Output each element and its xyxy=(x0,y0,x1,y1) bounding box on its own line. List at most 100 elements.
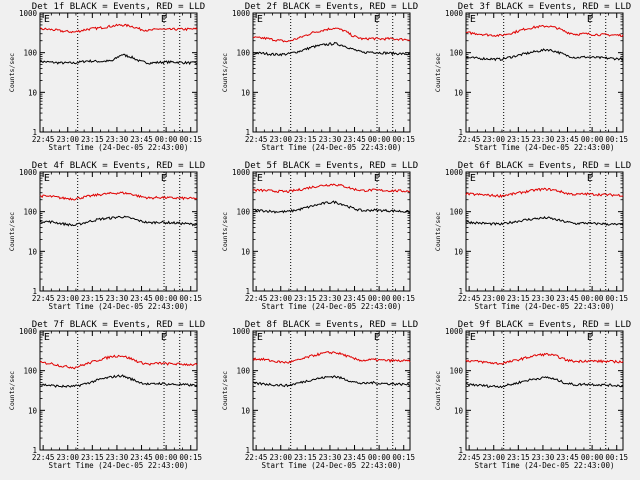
x-tick-label: 23:15 xyxy=(294,135,317,144)
e-marker: E xyxy=(470,332,476,343)
y-tick-label: 10 xyxy=(241,406,251,415)
panel-2: Det 2f BLACK = Events, RED = LLD 1 10 100 10… xyxy=(221,2,418,152)
x-tick-label: 00:00 xyxy=(581,453,604,462)
series-events-line xyxy=(465,376,624,389)
plot-frame xyxy=(465,12,624,133)
panel-7: Det 7f BLACK = Events, RED = LLD 1 10 100 10… xyxy=(8,320,205,470)
y-axis-label: Counts/sec xyxy=(434,212,442,251)
series-lld-line xyxy=(465,352,624,366)
series-lld-line xyxy=(39,354,198,370)
x-tick-label: 23:15 xyxy=(294,294,317,303)
y-tick-label: 100 xyxy=(23,208,37,217)
x-tick-label: 23:30 xyxy=(532,135,555,144)
x-tick-label: 23:45 xyxy=(343,294,366,303)
x-tick-label: 00:15 xyxy=(605,135,628,144)
panel-title: Det 7f BLACK = Events, RED = LLD xyxy=(32,320,205,330)
x-tick-label: 23:45 xyxy=(556,135,579,144)
y-tick-label: 1 xyxy=(245,287,250,296)
e-marker: E xyxy=(587,173,593,184)
x-tick-label: 23:00 xyxy=(56,135,79,144)
series-events-line xyxy=(253,375,411,388)
y-tick-label: 1000 xyxy=(445,168,464,177)
panel-6: Det 6f BLACK = Events, RED = LLD 1 10 100 10… xyxy=(434,161,631,311)
panel-title: Det 2f BLACK = Events, RED = LLD xyxy=(245,2,418,12)
x-tick-label: 22:45 xyxy=(458,294,481,303)
y-axis-label: Counts/sec xyxy=(8,53,16,92)
series-lld-line xyxy=(39,191,198,201)
x-tick-label: 00:15 xyxy=(179,294,202,303)
y-tick-label: 1 xyxy=(32,128,37,137)
series-lld-line xyxy=(252,351,411,364)
series-events-line xyxy=(465,48,624,62)
e-marker: E xyxy=(44,14,50,25)
x-axis-label: Start Time (24-Dec-05 22:43:00) xyxy=(475,302,615,311)
x-tick-label: 00:15 xyxy=(392,294,415,303)
x-tick-label: 00:00 xyxy=(368,453,391,462)
plot-frame xyxy=(39,12,198,133)
x-tick-label: 23:00 xyxy=(56,453,79,462)
x-tick-label: 23:00 xyxy=(482,135,505,144)
x-axis-label: Start Time (24-Dec-05 22:43:00) xyxy=(49,461,189,470)
plot-frame xyxy=(39,330,198,451)
e-marker: E xyxy=(161,173,167,184)
x-tick-label: 23:45 xyxy=(130,294,153,303)
e-marker: E xyxy=(44,332,50,343)
x-tick-label: 22:45 xyxy=(458,453,481,462)
x-tick-label: 00:15 xyxy=(179,135,202,144)
x-tick-label: 00:00 xyxy=(581,135,604,144)
y-axis-label: Counts/sec xyxy=(8,212,16,251)
panel-title: Det 9f BLACK = Events, RED = LLD xyxy=(458,320,631,330)
x-tick-label: 23:30 xyxy=(532,453,555,462)
panel-8: Det 8f BLACK = Events, RED = LLD 1 10 100 10… xyxy=(221,320,418,470)
series-events-line xyxy=(252,200,411,214)
x-tick-label: 23:45 xyxy=(556,294,579,303)
y-tick-label: 10 xyxy=(28,247,38,256)
e-marker: E xyxy=(470,173,476,184)
x-tick-label: 23:45 xyxy=(343,135,366,144)
x-axis-label: Start Time (24-Dec-05 22:43:00) xyxy=(49,302,189,311)
x-axis-label: Start Time (24-Dec-05 22:43:00) xyxy=(262,461,402,470)
series-events-line xyxy=(39,215,198,227)
y-tick-label: 1 xyxy=(32,446,37,455)
x-tick-label: 00:00 xyxy=(155,135,178,144)
y-tick-label: 10 xyxy=(28,88,38,97)
x-tick-label: 00:15 xyxy=(179,453,202,462)
y-tick-label: 10 xyxy=(454,406,464,415)
x-tick-label: 23:15 xyxy=(81,135,104,144)
e-marker: E xyxy=(374,14,380,25)
x-tick-label: 23:00 xyxy=(269,135,292,144)
plot-frame xyxy=(465,330,624,451)
x-tick-label: 22:45 xyxy=(458,135,481,144)
panel-5: Det 5f BLACK = Events, RED = LLD 1 10 100 10… xyxy=(221,161,418,311)
x-tick-label: 23:30 xyxy=(106,135,129,144)
x-tick-label: 00:00 xyxy=(581,294,604,303)
y-tick-label: 100 xyxy=(23,49,37,58)
panel-title: Det 5f BLACK = Events, RED = LLD xyxy=(245,161,418,171)
plot-frame xyxy=(465,171,624,292)
x-tick-label: 23:30 xyxy=(106,294,129,303)
x-tick-label: 23:45 xyxy=(556,453,579,462)
x-tick-label: 23:30 xyxy=(532,294,555,303)
series-lld-line xyxy=(39,23,198,34)
series-lld-line xyxy=(252,183,411,194)
y-tick-label: 1000 xyxy=(445,9,464,18)
x-tick-label: 23:30 xyxy=(319,135,342,144)
x-tick-label: 22:45 xyxy=(245,453,268,462)
panel-title: Det 1f BLACK = Events, RED = LLD xyxy=(32,2,205,12)
x-tick-label: 22:45 xyxy=(32,294,55,303)
x-tick-label: 23:30 xyxy=(106,453,129,462)
x-axis-label: Start Time (24-Dec-05 22:43:00) xyxy=(475,461,615,470)
x-tick-label: 23:45 xyxy=(130,453,153,462)
x-tick-label: 23:00 xyxy=(482,453,505,462)
y-tick-label: 1 xyxy=(458,446,463,455)
series-lld-line xyxy=(465,187,624,198)
y-tick-label: 1000 xyxy=(232,327,251,336)
y-tick-label: 1000 xyxy=(232,168,251,177)
x-tick-label: 22:45 xyxy=(32,135,55,144)
y-tick-label: 1 xyxy=(245,446,250,455)
y-tick-label: 10 xyxy=(241,88,251,97)
y-tick-label: 10 xyxy=(28,406,38,415)
series-events-line xyxy=(39,53,198,66)
